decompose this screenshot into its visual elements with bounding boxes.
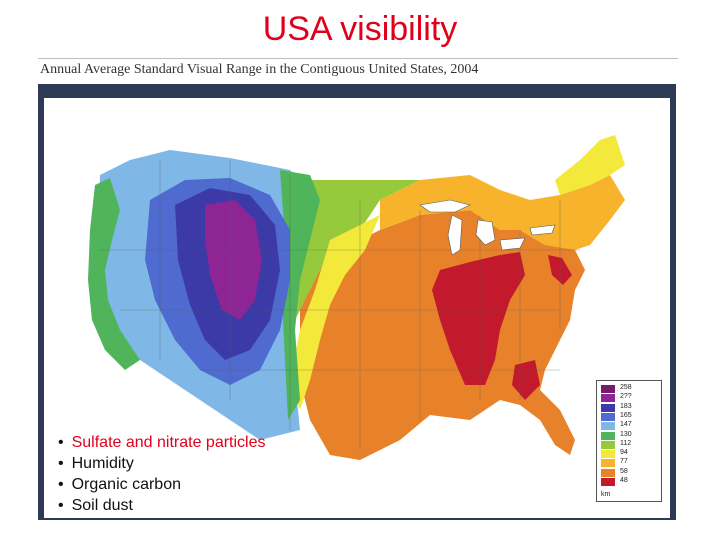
region-new-england-yellow <box>555 135 625 195</box>
legend-swatch <box>601 450 615 459</box>
region-plains-yellow <box>290 215 380 410</box>
bullet-item: • Organic carbon <box>58 474 266 495</box>
region-purple <box>205 200 262 320</box>
legend-label: 48 <box>620 477 628 484</box>
legend-label: 165 <box>620 411 632 419</box>
bullet-item: • Sulfate and nitrate particles <box>58 432 266 453</box>
legend-swatch <box>601 394 615 403</box>
bullet-dot: • <box>58 497 64 514</box>
legend-swatch <box>601 468 615 477</box>
legend-entry: 147 <box>601 421 657 431</box>
bullet-dot: • <box>58 434 64 451</box>
bullet-item: • Humidity <box>58 453 266 474</box>
legend-label: 112 <box>620 439 632 447</box>
legend-entry: 130 <box>601 430 657 440</box>
region-west-coast-green <box>88 178 140 370</box>
map-caption: Annual Average Standard Visual Range in … <box>40 62 479 77</box>
legend-swatch <box>601 478 615 486</box>
bullet-text: Soil dust <box>71 497 133 514</box>
legend-label: 183 <box>620 402 632 410</box>
region-red <box>432 252 525 385</box>
legend-entry: 2?? <box>601 393 657 403</box>
legend-swatch <box>601 431 615 440</box>
legend-label: 77 <box>620 458 628 466</box>
legend-label: 58 <box>620 467 628 475</box>
legend-swatch <box>601 403 615 412</box>
legend-swatch <box>601 440 615 449</box>
legend-label: 130 <box>620 430 632 438</box>
legend-entry: 77 <box>601 458 657 468</box>
legend-entry: 258 <box>601 384 657 393</box>
bullet-item: • Soil dust <box>58 495 266 516</box>
bullet-list: • Sulfate and nitrate particles • Humidity… <box>58 432 266 516</box>
state-borders <box>100 160 580 450</box>
region-north-plains <box>290 180 420 330</box>
legend-entry: 165 <box>601 411 657 421</box>
bullet-text: Organic carbon <box>71 476 181 493</box>
legend-label: 94 <box>620 449 628 457</box>
legend-swatch <box>601 422 615 431</box>
bullet-dot: • <box>58 455 64 472</box>
bullet-text: Sulfate and nitrate particles <box>71 434 266 451</box>
map-regions <box>88 135 625 460</box>
legend-entry: 183 <box>601 402 657 412</box>
legend-swatch <box>601 459 615 468</box>
legend-entry: 48 <box>601 477 657 486</box>
legend-entry: 58 <box>601 467 657 477</box>
legend-label: 2?? <box>620 393 632 401</box>
legend-label: 147 <box>620 421 632 429</box>
legend-unit: km <box>601 491 611 498</box>
great-lakes <box>419 199 556 256</box>
legend-swatch <box>601 385 615 393</box>
title-divider <box>38 58 678 59</box>
map-legend: 258 2?? 183 165 147 130 112 94 77 58 48 km <box>596 380 662 502</box>
bullet-text: Humidity <box>71 455 134 472</box>
slide-title: USA visibility <box>262 10 458 48</box>
bullet-dot: • <box>58 476 64 493</box>
legend-entry: 112 <box>601 439 657 449</box>
legend-label: 258 <box>620 384 632 391</box>
legend-entry: 94 <box>601 449 657 459</box>
legend-swatch <box>601 412 615 421</box>
